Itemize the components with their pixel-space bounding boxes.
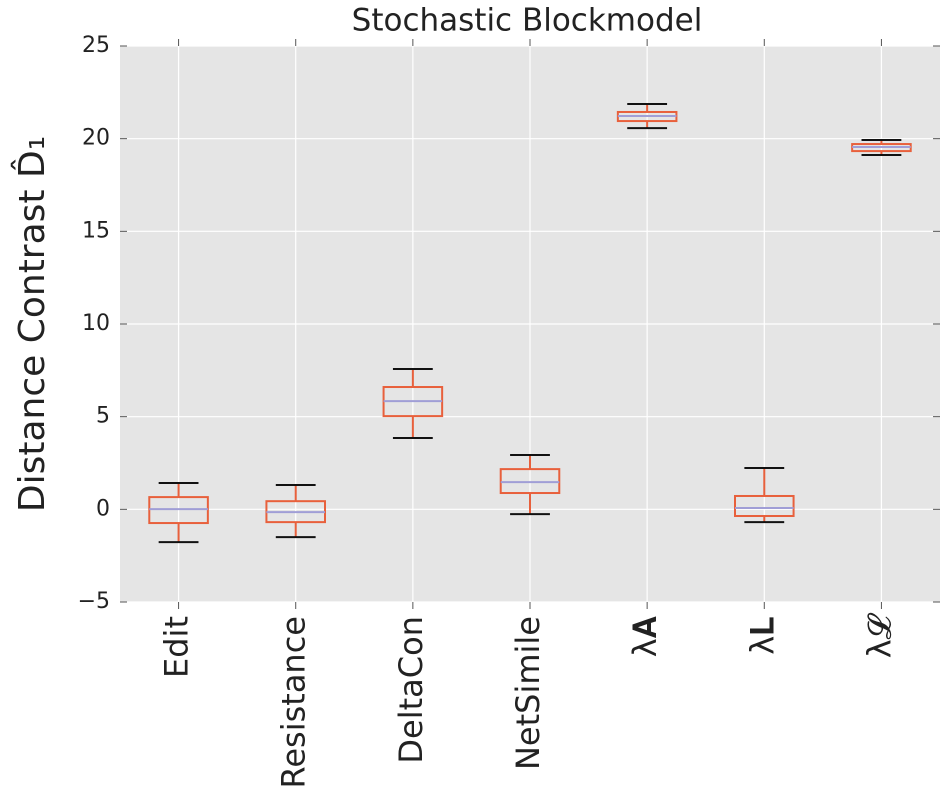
x-tick-label: Resistance (275, 616, 313, 788)
x-tick-label: Edit (158, 616, 196, 678)
x-tick-label: NetSimile (509, 616, 547, 770)
y-tick-label: 5 (96, 404, 110, 429)
box (734, 494, 795, 518)
x-tick-label: DeltaCon (392, 616, 430, 764)
x-tick-label: λ𝐀 (626, 616, 664, 657)
y-tick-label: 10 (82, 311, 110, 336)
y-tick-label: 15 (82, 218, 110, 243)
y-tick-label: 20 (82, 126, 110, 151)
y-tick-label: −5 (78, 589, 110, 614)
y-tick-label: 25 (82, 33, 110, 58)
y-axis-label: Distance Contrast D̂₁ (10, 136, 53, 512)
box (499, 468, 561, 495)
chart-title: Stochastic Blockmodel (352, 3, 703, 39)
y-tick-label: 0 (96, 496, 110, 521)
x-tick-label: λ𝐋 (743, 616, 781, 655)
x-tick-label: λ𝓛 (860, 612, 898, 658)
